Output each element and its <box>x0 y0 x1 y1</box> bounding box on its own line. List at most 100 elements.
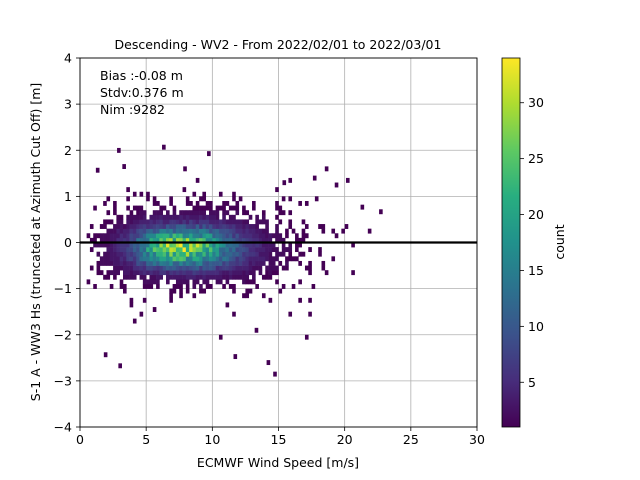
density-cell <box>103 251 107 257</box>
density-cell <box>275 233 279 239</box>
density-cell <box>218 270 223 276</box>
density-cell <box>182 214 187 220</box>
density-cell <box>235 256 240 262</box>
density-cell <box>248 224 253 229</box>
density-cell <box>222 284 226 289</box>
density-cell <box>96 260 101 266</box>
density-cell <box>159 251 164 257</box>
density-cell <box>156 233 160 239</box>
density-cell <box>255 247 259 253</box>
density-cell <box>252 224 256 229</box>
density-cell <box>209 233 213 239</box>
density-cell <box>215 265 220 271</box>
density-cell <box>218 219 223 225</box>
density-cell <box>149 233 154 239</box>
density-cell <box>261 256 266 262</box>
density-cell <box>225 274 230 280</box>
density-cell <box>103 260 107 266</box>
density-cell <box>344 224 349 229</box>
density-cell <box>175 224 180 229</box>
density-cell <box>228 228 233 234</box>
density-cell <box>248 270 253 276</box>
density-cell <box>192 224 197 229</box>
density-cell <box>185 219 190 225</box>
density-cell <box>93 237 97 243</box>
density-cell <box>172 210 177 216</box>
density-cell <box>109 260 114 266</box>
density-cell <box>99 270 104 276</box>
density-cell <box>261 233 266 239</box>
density-cell <box>258 242 263 248</box>
density-cell <box>192 270 197 276</box>
density-cell <box>245 228 250 234</box>
density-cell <box>235 242 240 248</box>
colorbar-tick-label: 5 <box>528 375 536 390</box>
density-cell <box>255 260 259 266</box>
density-cell <box>123 242 127 248</box>
density-cell <box>212 265 216 271</box>
density-cell <box>126 242 130 248</box>
density-cell <box>209 270 213 276</box>
density-cell <box>215 274 220 280</box>
density-cell <box>103 200 107 206</box>
density-cell <box>149 279 154 285</box>
density-cell <box>252 205 256 211</box>
density-cell <box>212 233 216 239</box>
density-cell <box>166 265 170 271</box>
density-cell <box>209 242 213 248</box>
density-cell <box>179 284 183 289</box>
density-cell <box>116 219 120 225</box>
density-cell <box>218 251 223 257</box>
density-cell <box>195 242 200 248</box>
density-cell <box>225 210 230 216</box>
density-cell <box>295 233 299 239</box>
density-cell <box>222 256 226 262</box>
density-cell <box>281 247 286 253</box>
density-cell <box>268 260 273 266</box>
density-cell <box>162 256 167 262</box>
density-cell <box>146 224 150 229</box>
density-cell <box>189 260 193 266</box>
density-cell <box>169 200 173 206</box>
density-cell <box>232 205 236 211</box>
density-cell <box>281 265 286 271</box>
density-cell <box>298 260 302 266</box>
density-cell <box>255 265 259 271</box>
density-cell <box>242 251 246 257</box>
density-cell <box>129 247 134 253</box>
density-cell <box>179 265 183 271</box>
density-cell <box>132 260 137 266</box>
density-cell <box>129 260 134 266</box>
density-cell <box>192 233 197 239</box>
density-cell <box>268 233 273 239</box>
density-cell <box>129 219 134 225</box>
density-cell <box>258 256 263 262</box>
density-cell <box>152 260 157 266</box>
density-cell <box>195 270 200 276</box>
density-cell <box>252 247 256 253</box>
density-cell <box>175 284 180 289</box>
density-cell <box>301 219 306 225</box>
density-cell <box>113 233 117 239</box>
density-cell <box>281 210 286 216</box>
density-cell <box>351 270 355 276</box>
density-cell <box>172 237 177 243</box>
density-cell <box>152 224 157 229</box>
density-cells <box>86 144 383 377</box>
density-cell <box>182 260 187 266</box>
density-cell <box>222 210 226 216</box>
density-cell <box>209 251 213 257</box>
density-cell <box>146 256 150 262</box>
density-cell <box>215 219 220 225</box>
density-cell <box>185 256 190 262</box>
density-cell <box>275 214 279 220</box>
density-cell <box>179 224 183 229</box>
density-cell <box>132 233 137 239</box>
density-cell <box>285 228 289 234</box>
density-cell <box>116 237 120 243</box>
density-cell <box>228 284 233 289</box>
density-cell <box>106 228 111 234</box>
density-cell <box>215 270 220 276</box>
density-cell <box>275 270 279 276</box>
density-cell <box>179 256 183 262</box>
